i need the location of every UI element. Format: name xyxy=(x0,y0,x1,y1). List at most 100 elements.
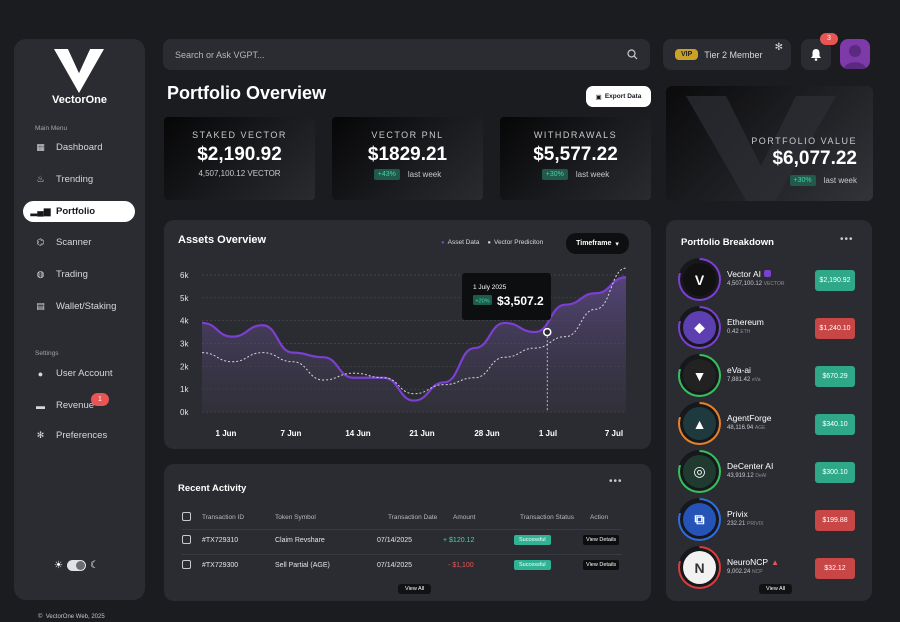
y-tick-label: 5k xyxy=(180,294,189,303)
asset-amount: 232.21 PRIVIX xyxy=(727,521,763,527)
asset-amount: 43,919.12 DeAI xyxy=(727,473,767,479)
vectorone-logo-icon xyxy=(54,49,104,93)
token-symbol: Claim Revshare xyxy=(275,537,325,544)
theme-toggle[interactable]: ☀ ☾ xyxy=(54,560,99,571)
stat-period: last week xyxy=(407,170,442,179)
sidebar-item-label: User Account xyxy=(56,368,113,379)
y-tick-label: 0k xyxy=(180,408,189,417)
asset-logo-icon: ◆ xyxy=(683,311,716,344)
asset-name: Privix xyxy=(727,509,748,519)
asset-amount-value: 7,881.42 xyxy=(727,377,751,383)
export-data-button[interactable]: ▣ Export Data xyxy=(586,86,651,107)
asset-amount-value: 0.42 xyxy=(727,329,739,335)
stat-sub: 4,507,100.12 VECTOR xyxy=(198,169,281,178)
search-bar[interactable] xyxy=(163,39,650,70)
sun-icon: ☀ xyxy=(54,560,63,571)
view-details-button[interactable]: View Details xyxy=(583,535,620,545)
y-tick-label: 4k xyxy=(180,317,189,326)
x-tick-label: 14 Jun xyxy=(345,429,370,438)
asset-logo-icon: N xyxy=(683,551,716,584)
transaction-amount: + $120.12 xyxy=(443,537,475,544)
select-all-checkbox[interactable] xyxy=(182,512,191,521)
tooltip-pct-badge xyxy=(473,295,492,305)
asset-amount: 48,116.94 AGE xyxy=(727,425,765,431)
x-tick-label: 1 Jun xyxy=(216,429,237,438)
transaction-amount: - $1,100 xyxy=(448,562,474,569)
dashboard-icon: ▦ xyxy=(36,142,45,152)
sidebar-item-scanner[interactable]: ⌬ Scanner xyxy=(23,232,135,253)
asset-amount: 0.42 ETH xyxy=(727,329,750,335)
portfolio-breakdown-title: Portfolio Breakdown xyxy=(681,237,774,248)
asset-row[interactable]: V Vector AI 4,507,100.12 VECTOR $2,190.92 xyxy=(678,258,858,302)
warning-icon: ▲ xyxy=(771,558,780,567)
recent-activity-title: Recent Activity xyxy=(178,483,247,494)
timeframe-dropdown[interactable]: Timeframe ▾ xyxy=(566,233,629,254)
main-menu-label: Main Menu xyxy=(35,125,68,132)
x-tick-label: 7 Jun xyxy=(281,429,302,438)
breakdown-view-all-button[interactable]: View All xyxy=(759,584,793,594)
sidebar-item-trending[interactable]: ♨ Trending xyxy=(23,169,135,190)
sidebar-item-user-account[interactable]: ● User Account xyxy=(23,363,135,384)
more-options-icon[interactable]: ••• xyxy=(840,234,854,245)
asset-row[interactable]: ▼ eVa-ai 7,881.42 eVa $670.29 xyxy=(678,354,858,398)
column-header: Token Symbol xyxy=(275,514,316,521)
stat-value: $6,077.22 xyxy=(772,148,857,169)
wallet-icon: ▬ xyxy=(36,400,45,411)
asset-data-line xyxy=(201,276,627,402)
asset-value-badge: $1,240.10 xyxy=(815,318,855,339)
sidebar-item-preferences[interactable]: ✻ Preferences xyxy=(23,425,135,446)
row-checkbox[interactable] xyxy=(182,535,191,544)
stat-value: $1829.21 xyxy=(367,144,448,165)
sidebar-item-label: Wallet/Staking xyxy=(56,301,117,312)
fire-icon: ♨ xyxy=(36,174,45,184)
asset-logo-icon: ◎ xyxy=(683,455,716,488)
activity-view-all-button[interactable]: View All xyxy=(398,584,432,594)
x-tick-label: 1 Jul xyxy=(539,429,557,438)
asset-data-area xyxy=(202,277,626,412)
asset-row[interactable]: N NeuroNCP ▲ 9,002.24 NCP $32.12 xyxy=(678,546,858,590)
search-input[interactable] xyxy=(175,49,627,60)
search-icon[interactable] xyxy=(627,49,638,60)
sidebar-item-wallet-staking[interactable]: ▤ Wallet/Staking xyxy=(23,296,135,317)
more-options-icon[interactable]: ••• xyxy=(609,476,623,487)
avatar[interactable] xyxy=(840,39,870,69)
member-tier-label: Tier 2 Member xyxy=(704,49,763,60)
asset-symbol: NCP xyxy=(752,569,763,575)
asset-logo-icon: ⧉ xyxy=(683,503,716,536)
sidebar-item-revenue[interactable]: ▬ Revenue xyxy=(23,395,135,416)
view-details-button[interactable]: View Details xyxy=(583,560,620,570)
asset-row[interactable]: ◎ DeCenter AI 43,919.12 DeAI $300.10 xyxy=(678,450,858,494)
asset-amount-value: 4,507,100.12 xyxy=(727,281,763,287)
asset-row[interactable]: ▲ AgentForge 48,116.94 AGE $340.10 xyxy=(678,402,858,446)
chart-tooltip xyxy=(462,273,551,320)
stat-card-withdrawals: WITHDRAWALS $5,577.22 +30% last week xyxy=(500,117,651,200)
sidebar: VectorOne Main Menu ▦ Dashboard ♨ Trendi… xyxy=(14,39,145,620)
tooltip-value: $3,507.2 xyxy=(497,294,544,308)
asset-name: eVa-ai xyxy=(727,365,751,375)
asset-value-badge: $300.10 xyxy=(815,462,855,483)
theme-switch[interactable] xyxy=(66,560,86,571)
export-data-label: Export Data xyxy=(604,93,642,100)
sidebar-item-portfolio[interactable]: ▂▄▆ Portfolio xyxy=(23,201,135,222)
sidebar-item-trading[interactable]: ◍ Trading xyxy=(23,264,135,285)
status-badge: Successful xyxy=(514,535,551,545)
sidebar-item-label: Scanner xyxy=(56,237,92,248)
legend-asset-data: Asset Data xyxy=(441,239,480,246)
asset-row[interactable]: ⧉ Privix 232.21 PRIVIX $199.88 xyxy=(678,498,858,542)
stat-period: last week xyxy=(575,170,610,179)
asset-symbol: DeAI xyxy=(755,473,767,479)
stat-value: $5,577.22 xyxy=(533,144,618,165)
asset-symbol: AGE xyxy=(754,425,766,431)
stat-card-vector-pnl: VECTOR PNL $1829.21 +43% last week xyxy=(332,117,483,200)
asset-symbol: VECTOR xyxy=(763,281,785,287)
copyright-icon: © xyxy=(38,614,43,620)
assets-chart[interactable]: 0k 1k 2k 3k 4k 5k 6k 1 Jun 7 Jun 14 Jun 21 Jun 28 J… xyxy=(164,220,651,449)
asset-row[interactable]: ◆ Ethereum 0.42 ETH $1,240.10 xyxy=(678,306,858,350)
status-badge: Successful xyxy=(514,560,551,570)
background-logo-icon xyxy=(686,96,836,201)
sidebar-item-dashboard[interactable]: ▦ Dashboard xyxy=(23,137,135,158)
column-header: Transaction ID xyxy=(202,514,245,521)
row-checkbox[interactable] xyxy=(182,560,191,569)
gear-icon[interactable]: ✻ xyxy=(774,42,783,53)
member-tier[interactable]: VIP Tier 2 Member ✻ xyxy=(663,39,791,70)
